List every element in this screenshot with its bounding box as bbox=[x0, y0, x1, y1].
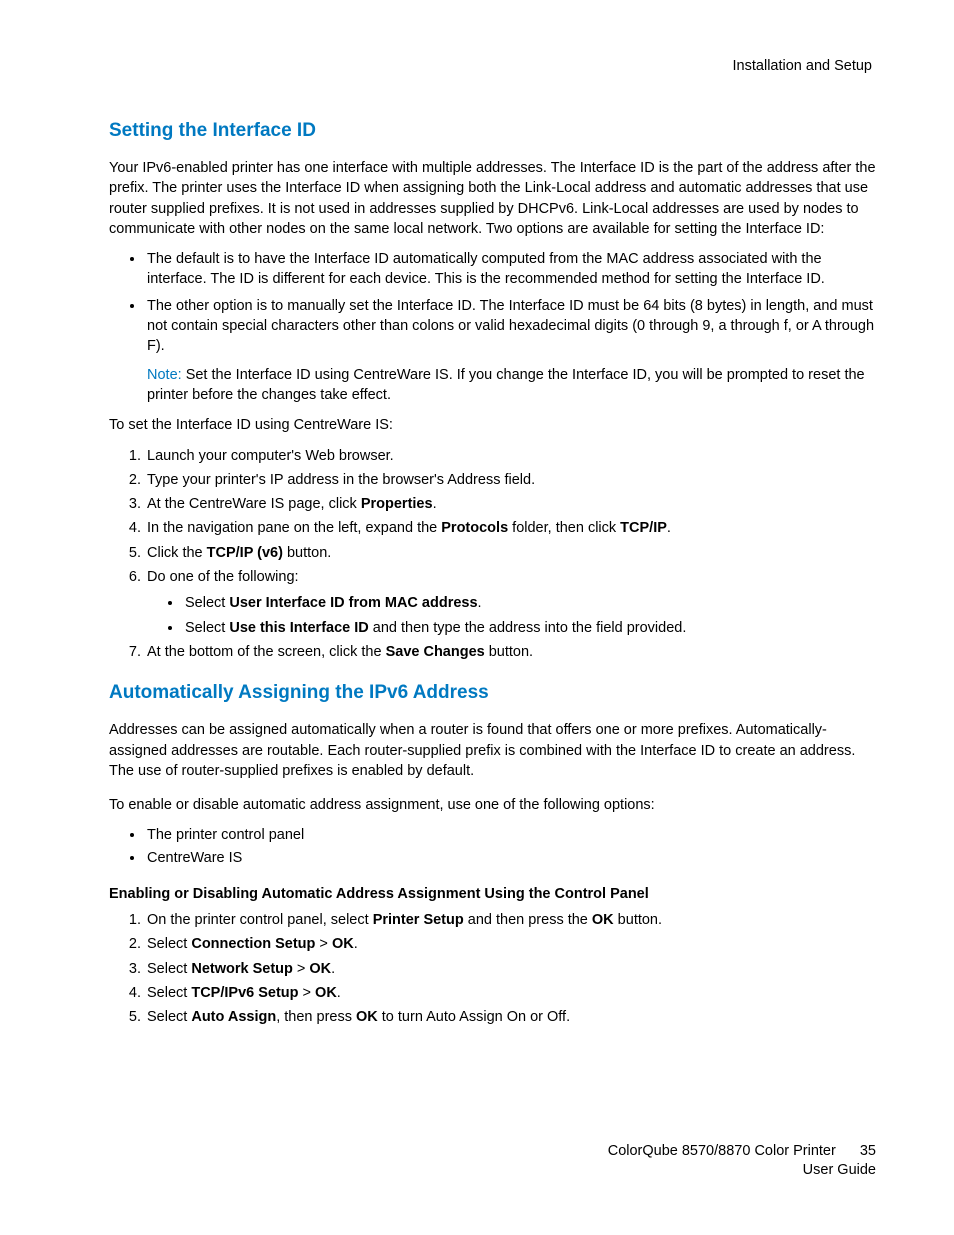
ui-term: Protocols bbox=[441, 520, 508, 536]
step-item: Select Auto Assign, then press OK to tur… bbox=[145, 1007, 876, 1027]
step-text: . bbox=[667, 520, 671, 536]
list-item: The other option is to manually set the … bbox=[145, 296, 876, 405]
ui-term: OK bbox=[332, 936, 354, 952]
step-item: Select TCP/IPv6 Setup > OK. bbox=[145, 983, 876, 1003]
step-item: Select Network Setup > OK. bbox=[145, 959, 876, 979]
step-text: On the printer control panel, select bbox=[147, 912, 373, 928]
page-footer: ColorQube 8570/8870 Color Printer 35 Use… bbox=[608, 1142, 876, 1181]
section-heading-interface-id: Setting the Interface ID bbox=[109, 120, 876, 142]
ui-term: User Interface ID from MAC address bbox=[229, 595, 477, 611]
step-text: and then press the bbox=[464, 912, 592, 928]
step-text: Select bbox=[147, 936, 191, 952]
step-item: At the CentreWare IS page, click Propert… bbox=[145, 494, 876, 514]
step-item: Do one of the following: Select User Int… bbox=[145, 567, 876, 638]
substep-item: Select User Interface ID from MAC addres… bbox=[183, 593, 876, 613]
ui-term: OK bbox=[356, 1009, 378, 1025]
ui-term: OK bbox=[315, 985, 337, 1001]
step-text: and then type the address into the field… bbox=[369, 620, 687, 636]
intro-paragraph: Your IPv6-enabled printer has one interf… bbox=[109, 158, 876, 239]
step-text: Do one of the following: bbox=[147, 569, 299, 585]
step-text: , then press bbox=[276, 1009, 356, 1025]
steps-list: Launch your computer's Web browser. Type… bbox=[109, 446, 876, 663]
list-item: The default is to have the Interface ID … bbox=[145, 249, 876, 290]
ui-term: Printer Setup bbox=[373, 912, 464, 928]
step-text: At the bottom of the screen, click the bbox=[147, 644, 386, 660]
ui-term: OK bbox=[309, 961, 331, 977]
list-item: The printer control panel bbox=[145, 825, 876, 845]
ui-term: Network Setup bbox=[191, 961, 293, 977]
step-item: In the navigation pane on the left, expa… bbox=[145, 518, 876, 538]
step-item: At the bottom of the screen, click the S… bbox=[145, 642, 876, 662]
ui-term: TCP/IPv6 Setup bbox=[191, 985, 298, 1001]
header-topic: Installation and Setup bbox=[109, 58, 876, 74]
step-text: . bbox=[354, 936, 358, 952]
step-text: > bbox=[299, 985, 316, 1001]
ui-term: Use this Interface ID bbox=[229, 620, 368, 636]
note-text: Set the Interface ID using CentreWare IS… bbox=[147, 367, 865, 403]
step-text: > bbox=[315, 936, 332, 952]
ui-term: TCP/IP (v6) bbox=[207, 545, 283, 561]
step-text: Select bbox=[147, 961, 191, 977]
page-number: 35 bbox=[860, 1142, 876, 1162]
step-text: Select bbox=[147, 1009, 191, 1025]
ui-term: Properties bbox=[361, 496, 433, 512]
substeps-list: Select User Interface ID from MAC addres… bbox=[147, 593, 876, 638]
ui-term: Save Changes bbox=[386, 644, 485, 660]
step-text: Select bbox=[185, 595, 229, 611]
ui-term: TCP/IP bbox=[620, 520, 667, 536]
footer-doc-title: User Guide bbox=[608, 1161, 876, 1181]
section-heading-auto-ipv6: Automatically Assigning the IPv6 Address bbox=[109, 682, 876, 704]
step-item: Click the TCP/IP (v6) button. bbox=[145, 543, 876, 563]
step-text: folder, then click bbox=[508, 520, 620, 536]
step-text: to turn Auto Assign On or Off. bbox=[378, 1009, 570, 1025]
ui-term: Connection Setup bbox=[191, 936, 315, 952]
step-text: button. bbox=[614, 912, 662, 928]
step-text: > bbox=[293, 961, 310, 977]
footer-product: ColorQube 8570/8870 Color Printer bbox=[608, 1143, 836, 1159]
step-text: Click the bbox=[147, 545, 207, 561]
page-content: Installation and Setup Setting the Inter… bbox=[0, 0, 954, 1028]
options-list: The printer control panel CentreWare IS bbox=[109, 825, 876, 868]
intro-paragraph: Addresses can be assigned automatically … bbox=[109, 720, 876, 781]
step-item: Select Connection Setup > OK. bbox=[145, 934, 876, 954]
note-label: Note: bbox=[147, 367, 182, 383]
steps-lead: To enable or disable automatic address a… bbox=[109, 795, 876, 815]
step-text: . bbox=[478, 595, 482, 611]
steps-list: On the printer control panel, select Pri… bbox=[109, 910, 876, 1027]
subheading: Enabling or Disabling Automatic Address … bbox=[109, 886, 876, 902]
note-block: Note: Set the Interface ID using CentreW… bbox=[147, 365, 876, 406]
options-list: The default is to have the Interface ID … bbox=[109, 249, 876, 405]
step-text: . bbox=[337, 985, 341, 1001]
steps-lead: To set the Interface ID using CentreWare… bbox=[109, 415, 876, 435]
list-item-text: The other option is to manually set the … bbox=[147, 298, 874, 355]
substep-item: Select Use this Interface ID and then ty… bbox=[183, 618, 876, 638]
step-item: On the printer control panel, select Pri… bbox=[145, 910, 876, 930]
step-text: . bbox=[433, 496, 437, 512]
step-item: Launch your computer's Web browser. bbox=[145, 446, 876, 466]
ui-term: OK bbox=[592, 912, 614, 928]
step-text: Select bbox=[185, 620, 229, 636]
ui-term: Auto Assign bbox=[191, 1009, 276, 1025]
step-item: Type your printer's IP address in the br… bbox=[145, 470, 876, 490]
step-text: At the CentreWare IS page, click bbox=[147, 496, 361, 512]
step-text: . bbox=[331, 961, 335, 977]
step-text: button. bbox=[485, 644, 533, 660]
step-text: In the navigation pane on the left, expa… bbox=[147, 520, 441, 536]
list-item: CentreWare IS bbox=[145, 848, 876, 868]
step-text: Select bbox=[147, 985, 191, 1001]
step-text: button. bbox=[283, 545, 331, 561]
